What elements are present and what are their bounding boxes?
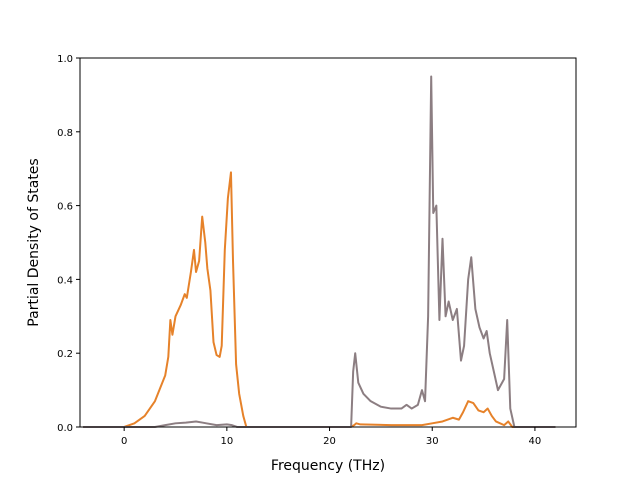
x-tick-label: 40 xyxy=(529,436,542,447)
plot-frame xyxy=(79,57,577,428)
x-tick-label: 0 xyxy=(121,436,127,447)
series-line-1 xyxy=(83,171,556,428)
series-line-2 xyxy=(83,75,556,428)
y-tick-label: 0.0 xyxy=(57,423,73,434)
y-tick-label: 0.6 xyxy=(57,202,73,213)
y-axis-label: Partial Density of States xyxy=(26,158,42,326)
y-tick-label: 0.4 xyxy=(57,275,73,286)
y-tick-label: 0.2 xyxy=(57,349,73,360)
y-tick-label: 1.0 xyxy=(57,54,73,65)
series-layer xyxy=(83,75,556,428)
y-tick-label: 0.8 xyxy=(57,128,73,139)
x-axis-label: Frequency (THz) xyxy=(271,458,385,474)
x-tick-label: 30 xyxy=(426,436,439,447)
x-tick-label: 20 xyxy=(323,436,336,447)
x-tick-label: 10 xyxy=(220,436,233,447)
ticks-layer: 0 10 20 30 40 0.0 0.2 0.4 0.6 0.8 1.0 xyxy=(57,54,541,447)
